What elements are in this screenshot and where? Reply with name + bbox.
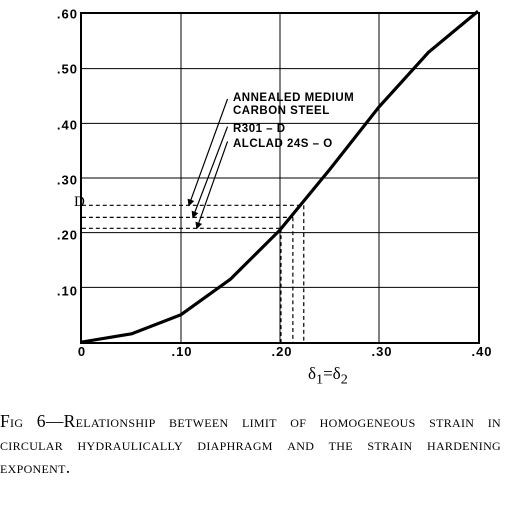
plot-box: ANNEALED MEDIUM CARBON STEEL R301 – D AL… <box>80 12 480 344</box>
x-tick-label: .20 <box>271 342 292 359</box>
y-tick-label: .40 <box>57 117 82 132</box>
caption-fig-label: Fig 6 <box>0 411 46 431</box>
annot-annealed-2: CARBON STEEL <box>233 105 330 117</box>
figure-container: D ANNEALED MEDIUM CARBON STEEL R301 – D … <box>0 0 507 506</box>
annot-r301: R301 – D <box>233 123 286 135</box>
x-axis-label: δ1=δ2 <box>308 364 348 388</box>
y-tick-label: .30 <box>57 173 82 188</box>
y-tick-label: .60 <box>57 7 82 22</box>
chart-area: D ANNEALED MEDIUM CARBON STEEL R301 – D … <box>50 8 490 378</box>
x-tick-label: .40 <box>471 342 492 359</box>
y-tick-label: .50 <box>57 62 82 77</box>
x-tick-label: .30 <box>371 342 392 359</box>
figure-caption: Fig 6—Relationship between limit of homo… <box>0 410 501 478</box>
annot-annealed-1: ANNEALED MEDIUM <box>233 92 354 104</box>
y-tick-label: .20 <box>57 228 82 243</box>
x-tick-label: .10 <box>171 342 192 359</box>
y-tick-label: .10 <box>57 283 82 298</box>
caption-text: —Relationship between limit of homogeneo… <box>0 411 501 477</box>
plot-svg <box>82 14 478 342</box>
x-tick-label: 0 <box>78 342 86 359</box>
annot-alclad: ALCLAD 24S – O <box>233 138 333 150</box>
